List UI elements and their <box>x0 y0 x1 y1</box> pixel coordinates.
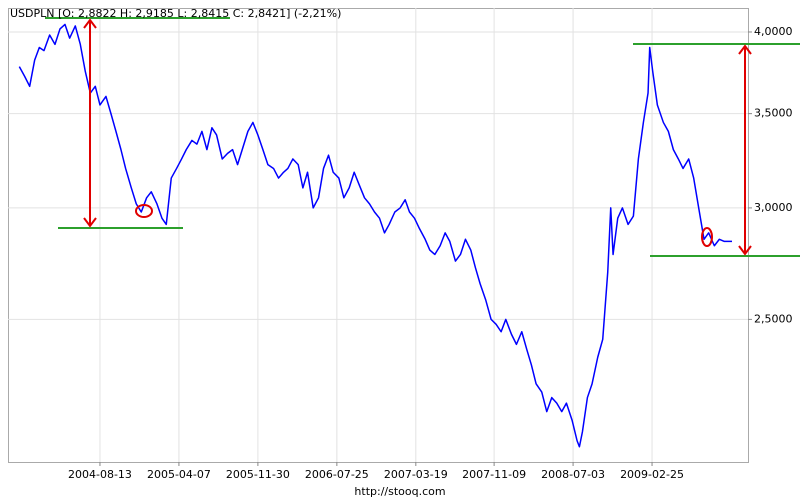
y-tick-label: 4,0000 <box>754 25 793 38</box>
y-tick-label: 2,5000 <box>754 312 793 325</box>
x-tick-label: 2009-02-25 <box>620 468 684 481</box>
x-tick-label: 2006-07-25 <box>305 468 369 481</box>
x-tick-label: 2005-11-30 <box>226 468 290 481</box>
y-tick-label: 3,0000 <box>754 201 793 214</box>
y-tick-label: 3,5000 <box>754 107 793 120</box>
x-tick-label: 2007-03-19 <box>384 468 448 481</box>
x-tick-label: 2004-08-13 <box>68 468 132 481</box>
chart-title: USDPLN [O: 2,8822 H: 2,9185 L: 2,8415 C:… <box>10 7 341 20</box>
x-tick-label: 2007-11-09 <box>462 468 526 481</box>
footer: http://stooq.com <box>354 485 445 498</box>
x-tick-label: 2005-04-07 <box>147 468 211 481</box>
x-tick-label: 2008-07-03 <box>541 468 605 481</box>
plot-frame <box>9 9 749 463</box>
